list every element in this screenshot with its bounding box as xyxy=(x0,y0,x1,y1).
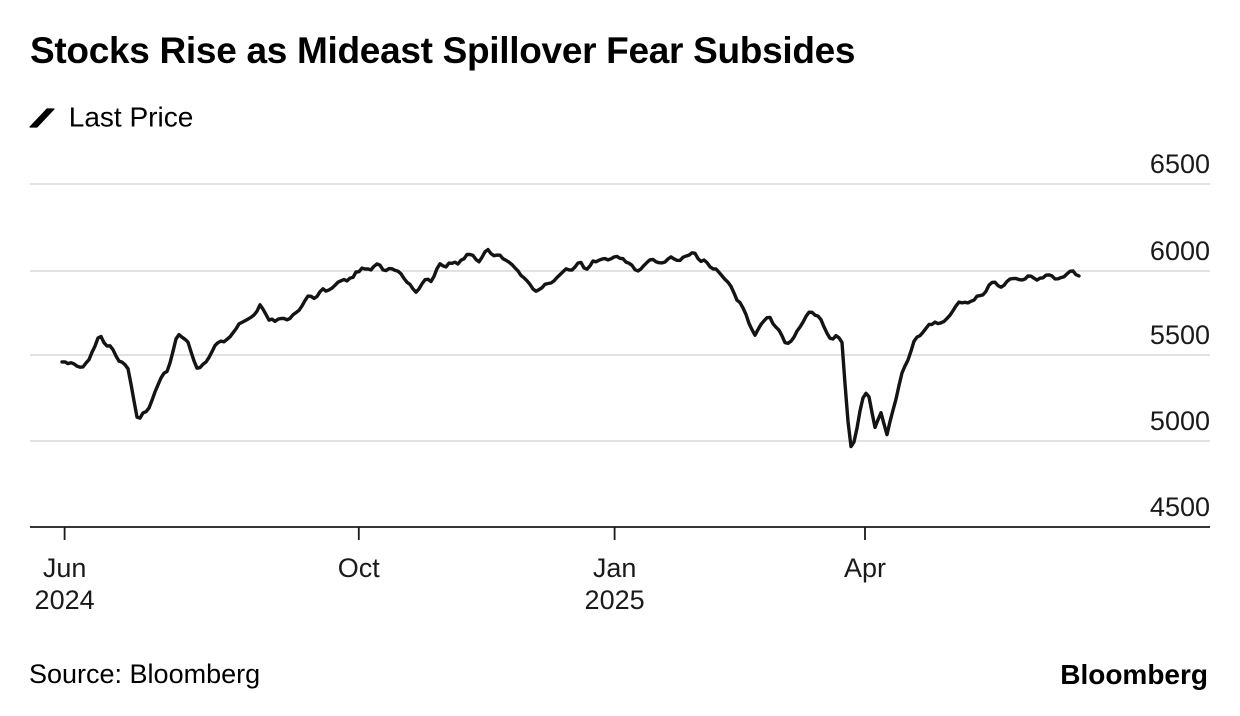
svg-text:Jan: Jan xyxy=(593,553,637,583)
svg-text:4500: 4500 xyxy=(1150,492,1210,522)
svg-text:5000: 5000 xyxy=(1150,406,1210,436)
svg-text:Jun: Jun xyxy=(43,553,87,583)
svg-text:2025: 2025 xyxy=(585,585,645,615)
svg-text:6000: 6000 xyxy=(1150,236,1210,266)
svg-text:5500: 5500 xyxy=(1150,320,1210,350)
svg-text:Apr: Apr xyxy=(844,553,886,583)
svg-text:6500: 6500 xyxy=(1150,149,1210,179)
svg-text:Oct: Oct xyxy=(338,553,381,583)
svg-text:2024: 2024 xyxy=(35,585,95,615)
